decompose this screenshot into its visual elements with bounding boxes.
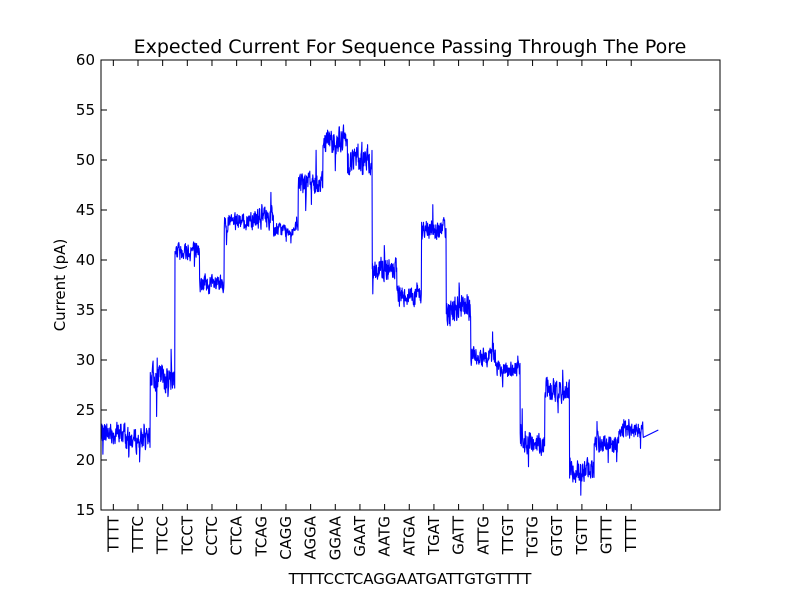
x-tick-label: CTCA bbox=[228, 515, 246, 555]
y-tick-label: 30 bbox=[76, 351, 95, 369]
x-tick-label: GGAA bbox=[326, 515, 344, 560]
x-tick-label: TGTG bbox=[524, 516, 542, 558]
x-tick-label: GAAT bbox=[351, 515, 369, 556]
y-tick-label: 50 bbox=[76, 151, 95, 169]
x-tick-label: CAGG bbox=[277, 516, 295, 560]
y-tick-label: 45 bbox=[76, 201, 95, 219]
plot-frame bbox=[100, 59, 721, 511]
y-tick-label: 60 bbox=[76, 51, 95, 69]
x-tick-label: AATG bbox=[376, 516, 394, 557]
x-tick-label: TTTT bbox=[622, 515, 640, 553]
current-series-line bbox=[100, 124, 659, 496]
chart-title: Expected Current For Sequence Passing Th… bbox=[134, 36, 687, 58]
y-tick-label: 20 bbox=[76, 451, 95, 469]
y-axis-ticks: 15 20 25 30 35 40 45 50 55 60 bbox=[76, 51, 720, 519]
x-tick-label: TGTT bbox=[573, 515, 591, 555]
x-tick-label: TGAT bbox=[425, 515, 443, 556]
x-tick-label: GTTT bbox=[598, 515, 616, 554]
y-tick-label: 15 bbox=[76, 501, 95, 519]
x-tick-label: TTTC bbox=[129, 516, 147, 554]
x-tick-label: TTCC bbox=[154, 516, 172, 555]
x-tick-label: TTGT bbox=[499, 515, 517, 555]
x-tick-label: ATTG bbox=[474, 516, 492, 555]
x-tick-label: AGGA bbox=[302, 515, 320, 559]
y-axis-label: Current (pA) bbox=[51, 239, 69, 332]
x-tick-label: CCTC bbox=[203, 516, 221, 556]
series-line-layer bbox=[100, 124, 659, 496]
y-tick-label: 35 bbox=[76, 301, 95, 319]
x-tick-label: TTTT bbox=[104, 515, 122, 553]
x-tick-label: GTGT bbox=[548, 515, 566, 556]
x-axis-ticks: TTTT TTTC TTCC TCCT CCTC CTCA TCAG CAGG AGGA GGAA… bbox=[104, 60, 640, 560]
y-tick-label: 40 bbox=[76, 251, 95, 269]
x-tick-label: TCCT bbox=[178, 515, 196, 555]
x-tick-label: TCAG bbox=[252, 516, 270, 557]
y-tick-label: 25 bbox=[76, 401, 95, 419]
x-tick-label: GATT bbox=[450, 515, 468, 555]
y-tick-label: 55 bbox=[76, 101, 95, 119]
x-tick-label: ATGA bbox=[400, 515, 418, 556]
x-axis-label: TTTTCCTCAGGAATGATTGTGTTTT bbox=[288, 570, 533, 588]
